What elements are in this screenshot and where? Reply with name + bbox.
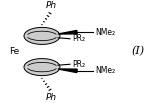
Text: PR₂: PR₂	[72, 60, 85, 69]
Polygon shape	[58, 69, 77, 73]
Polygon shape	[24, 59, 60, 76]
Text: (I): (I)	[131, 46, 145, 57]
Text: Fe: Fe	[9, 47, 19, 56]
Text: NMe₂: NMe₂	[95, 66, 115, 75]
Polygon shape	[58, 30, 77, 34]
Text: PR₂: PR₂	[72, 34, 85, 43]
Text: Ph: Ph	[45, 93, 57, 102]
Text: NMe₂: NMe₂	[95, 28, 115, 37]
Text: Ph: Ph	[45, 1, 57, 10]
Polygon shape	[24, 27, 60, 44]
